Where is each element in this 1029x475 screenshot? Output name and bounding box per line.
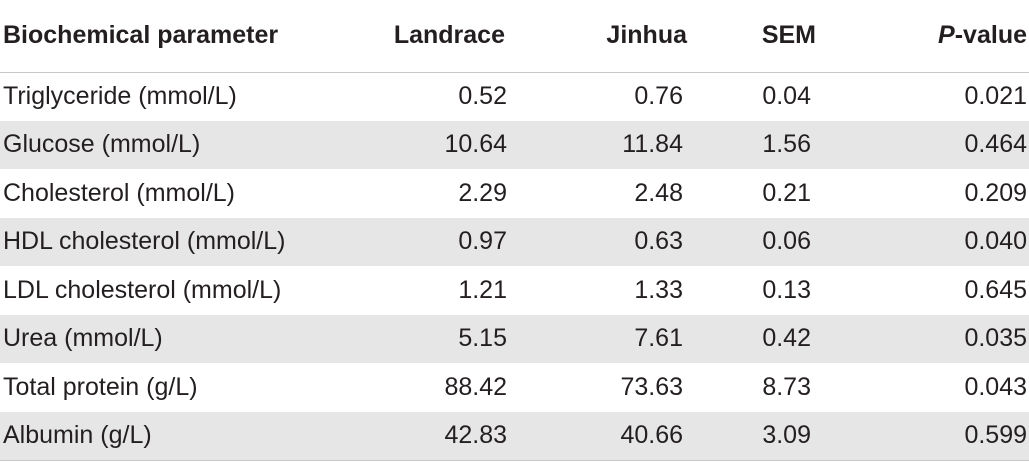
cell-jinhua: 11.84 [622,130,683,159]
cell-sem: 0.06 [762,227,811,256]
header-landrace: Landrace [364,0,534,73]
cell-landrace: 0.52 [458,82,507,110]
header-p-value: P-value [844,0,1029,73]
cell-sem: 0.21 [762,178,811,207]
table-row: Triglyceride (mmol/L) 0.52 0.76 0.04 0.0… [0,72,1029,121]
header-p-letter: P [938,21,955,50]
cell-landrace: 5.15 [458,324,507,353]
cell-p-value: 0.035 [964,324,1027,353]
cell-sem: 0.13 [762,275,811,304]
cell-p-value: 0.464 [964,130,1027,159]
cell-p-value: 0.209 [964,178,1027,207]
cell-p-value: 0.040 [964,227,1027,256]
cell-jinhua: 73.63 [620,372,683,401]
header-p-suffix: -value [954,21,1027,50]
table-row: Glucose (mmol/L) 10.64 11.84 1.56 0.464 [0,120,1029,169]
cell-sem: 3.09 [700,411,844,461]
cell-sem: 0.04 [762,82,811,110]
table-row: Albumin (g/L) 42.83 40.66 3.09 0.599 [0,411,1029,461]
cell-p-value: 0.599 [844,411,1029,461]
cell-jinhua: 1.33 [634,275,683,304]
table-row: HDL cholesterol (mmol/L) 0.97 0.63 0.06 … [0,217,1029,266]
cell-parameter: Triglyceride (mmol/L) [3,82,237,110]
cell-parameter: HDL cholesterol (mmol/L) [3,227,286,256]
cell-landrace: 2.29 [458,178,507,207]
cell-parameter: Total protein (g/L) [3,372,198,401]
cell-parameter: Glucose (mmol/L) [3,130,201,159]
table-row: LDL cholesterol (mmol/L) 1.21 1.33 0.13 … [0,266,1029,315]
cell-parameter: LDL cholesterol (mmol/L) [3,275,282,304]
cell-jinhua: 40.66 [534,411,700,461]
header-parameter: Biochemical parameter [0,0,364,73]
table-row: Total protein (g/L) 88.42 73.63 8.73 0.0… [0,363,1029,412]
header-sem: SEM [700,0,844,73]
cell-parameter: Albumin (g/L) [0,411,364,461]
cell-sem: 8.73 [762,372,811,401]
header-row: Biochemical parameter Landrace Jinhua SE… [0,0,1029,73]
cell-parameter: Cholesterol (mmol/L) [3,178,236,207]
cell-jinhua: 0.76 [634,82,683,110]
cell-p-value: 0.645 [964,275,1027,304]
cell-p-value: 0.043 [964,372,1027,401]
header-jinhua: Jinhua [534,0,700,73]
cell-sem: 0.42 [762,324,811,353]
cell-landrace: 0.97 [458,227,507,256]
cell-jinhua: 7.61 [634,324,683,353]
cell-p-value: 0.021 [964,82,1027,110]
table-row: Cholesterol (mmol/L) 2.29 2.48 0.21 0.20… [0,169,1029,218]
cell-sem: 1.56 [762,130,811,159]
cell-jinhua: 0.63 [634,227,683,256]
cell-jinhua: 2.48 [634,178,683,207]
biochemical-parameters-table: Biochemical parameter Landrace Jinhua SE… [0,0,1029,461]
cell-landrace: 42.83 [364,411,534,461]
table-header: Biochemical parameter Landrace Jinhua SE… [0,0,1029,73]
cell-parameter: Urea (mmol/L) [3,324,163,353]
cell-landrace: 1.21 [458,275,507,304]
cell-landrace: 10.64 [444,130,507,159]
table-row: Urea (mmol/L) 5.15 7.61 0.42 0.035 [0,314,1029,363]
cell-landrace: 88.42 [444,372,507,401]
table-body: Triglyceride (mmol/L) 0.52 0.76 0.04 0.0… [0,72,1029,461]
